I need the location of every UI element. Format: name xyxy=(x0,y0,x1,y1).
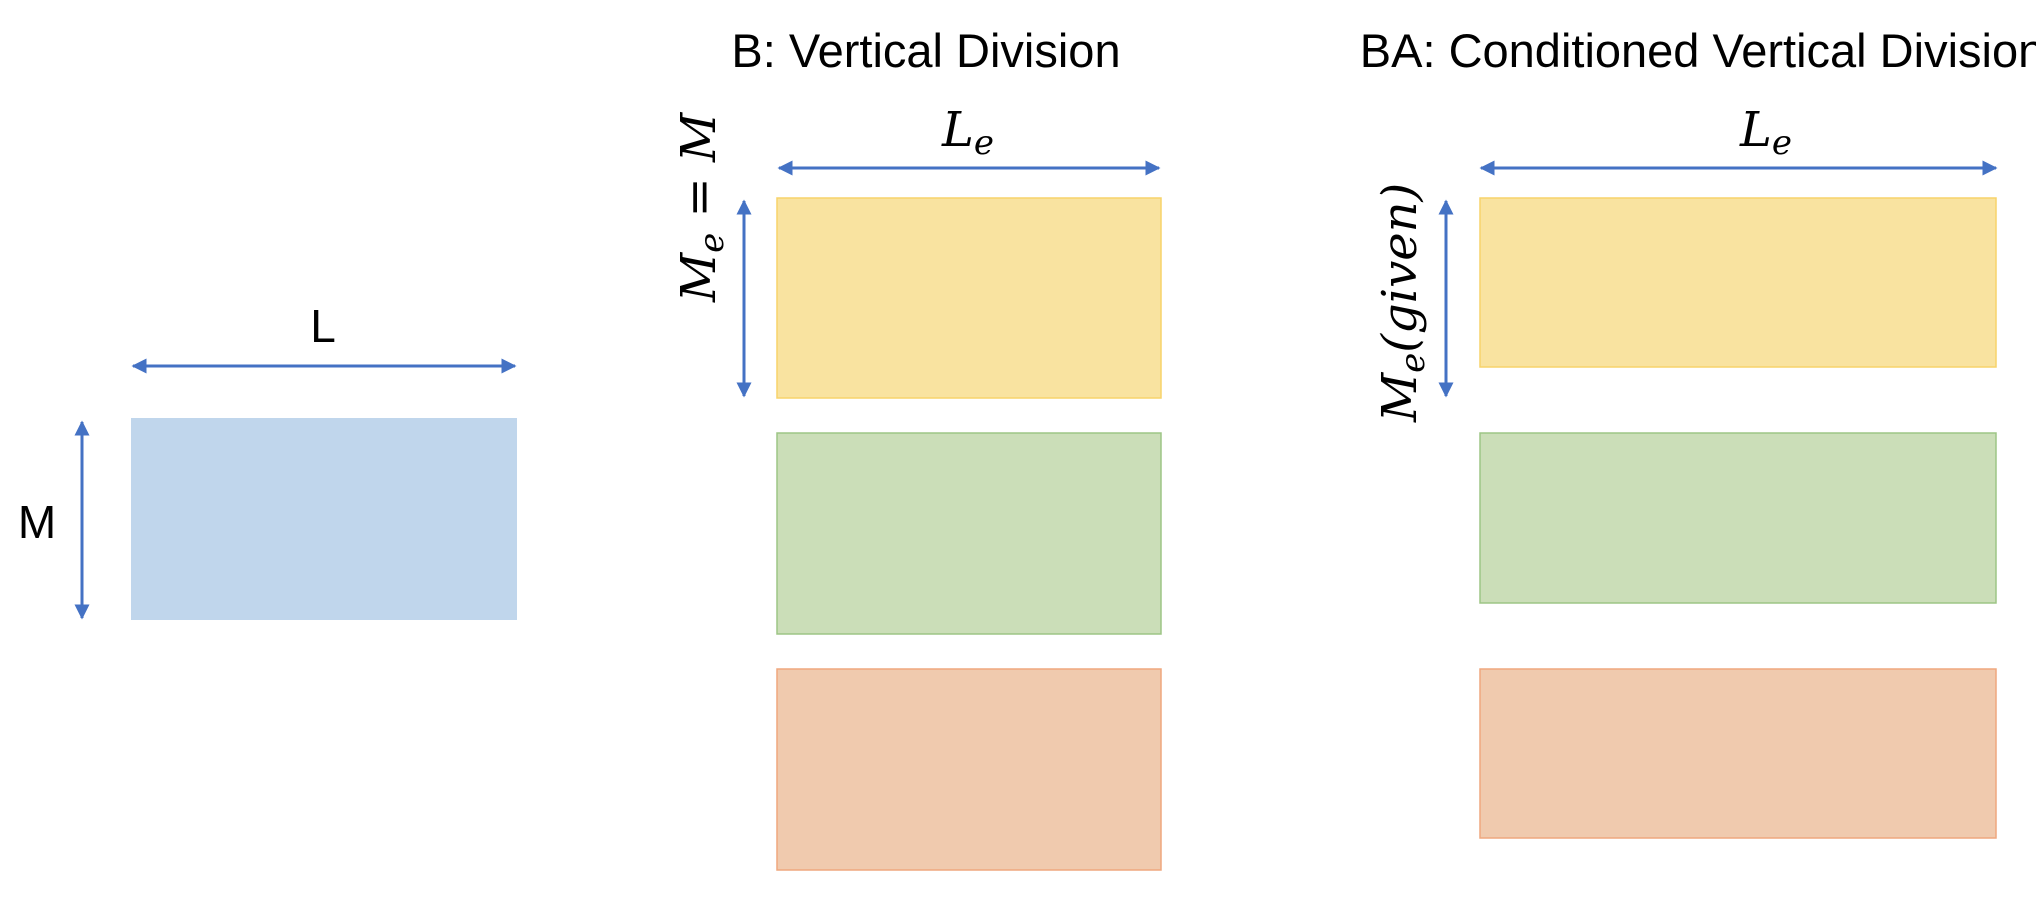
height-label-me-equals-m: Me = M xyxy=(671,111,732,303)
height-label-m: M xyxy=(18,496,56,548)
original-block xyxy=(131,418,517,620)
height-label-me-given: Me(given) xyxy=(1372,183,1433,423)
panel-b: B: Vertical Division Le Me = M xyxy=(671,24,1162,871)
yellow-block xyxy=(1479,197,1997,368)
panel-ba: BA: Conditioned Vertical Division Le Me(… xyxy=(1360,24,2036,839)
width-label-le: Le xyxy=(941,102,994,163)
panel-b-title: B: Vertical Division xyxy=(731,24,1120,77)
panel-ba-title: BA: Conditioned Vertical Division xyxy=(1360,24,2036,77)
orange-block xyxy=(776,668,1162,871)
width-label-le: Le xyxy=(1739,102,1792,163)
yellow-block xyxy=(776,197,1162,399)
panel-a: L M xyxy=(18,300,517,620)
orange-block xyxy=(1479,668,1997,839)
width-label-l: L xyxy=(310,300,336,352)
green-block xyxy=(1479,432,1997,604)
green-block xyxy=(776,432,1162,635)
